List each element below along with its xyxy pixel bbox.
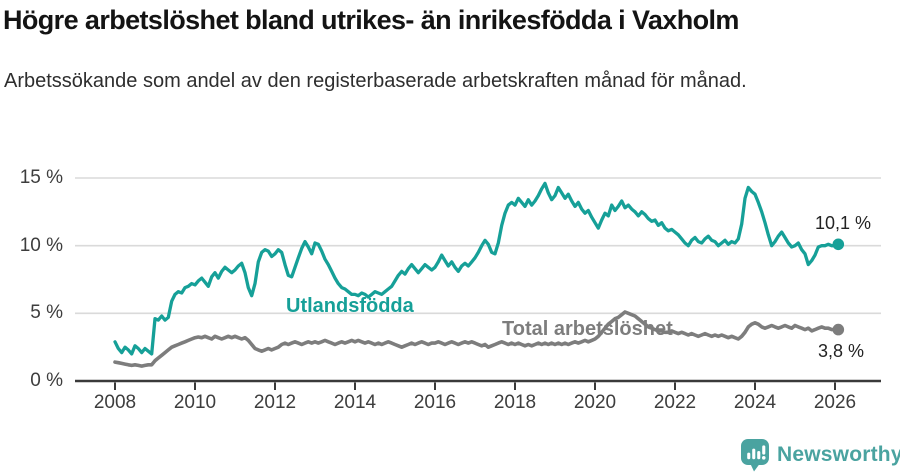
x-axis-tick-label: 2012 bbox=[253, 392, 297, 413]
page-title: Högre arbetslöshet bland utrikes- än inr… bbox=[3, 5, 739, 35]
end-value-label-utlandsfodda: 10,1 % bbox=[815, 213, 872, 233]
y-axis-tick-label: 5 % bbox=[30, 302, 63, 324]
series-end-dot bbox=[832, 323, 845, 336]
series-end-dot bbox=[832, 238, 845, 251]
newsworthy-brand: Newsworthy bbox=[740, 438, 900, 472]
x-axis-tick-label: 2008 bbox=[93, 392, 137, 413]
series-line-total bbox=[113, 310, 841, 368]
chart-subtitle: Arbetssökande som andel av den registerb… bbox=[4, 70, 747, 92]
series-label-utlandsfodda: Utlandsfödda bbox=[286, 295, 414, 317]
x-axis-tick-label: 2020 bbox=[573, 392, 617, 413]
x-axis-tick-label: 2016 bbox=[413, 392, 457, 413]
series-label-total-arbetsloshet: Total arbetslöshet bbox=[502, 318, 673, 340]
end-value-label-total: 3,8 % bbox=[818, 341, 865, 361]
x-axis-tick-label: 2018 bbox=[493, 392, 537, 413]
x-axis-tick-label: 2022 bbox=[653, 392, 697, 413]
y-axis-tick-label: 15 % bbox=[19, 167, 63, 188]
newsworthy-brand-text: Newsworthy bbox=[777, 443, 900, 466]
y-axis-tick-label: 0 % bbox=[30, 370, 63, 391]
newsworthy-logo-icon bbox=[741, 439, 769, 472]
x-axis-tick-label: 2026 bbox=[813, 392, 857, 413]
x-axis-tick-label: 2024 bbox=[733, 392, 777, 413]
series-line-utlandsfodda bbox=[113, 181, 840, 356]
x-axis-tick-label: 2010 bbox=[173, 392, 217, 413]
y-axis-tick-label: 10 % bbox=[19, 234, 63, 256]
x-axis-tick-label: 2014 bbox=[333, 392, 377, 413]
